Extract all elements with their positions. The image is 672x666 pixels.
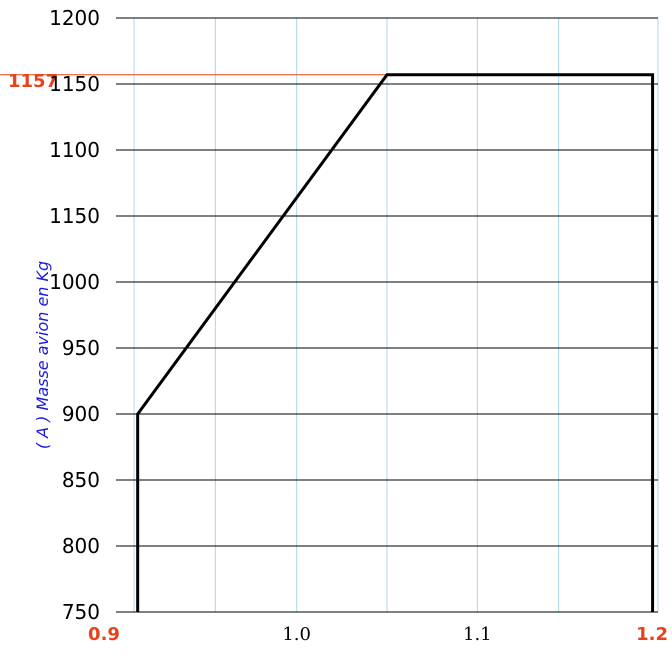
reference-line-group: 1157 — [0, 71, 387, 92]
data-series — [136, 73, 655, 613]
vertical-gridlines — [133, 18, 659, 612]
y-tick-label: 1150 — [49, 204, 100, 228]
y-axis-label: ( A ) Masse avion en Kg — [33, 261, 52, 449]
horizontal-gridlines — [116, 17, 658, 613]
series-point — [137, 413, 139, 415]
x-tick-label: 1.1 — [463, 624, 492, 645]
y-tick-label: 850 — [62, 468, 100, 492]
x-tick-label: 1.0 — [282, 624, 311, 645]
y-tick-label: 950 — [62, 336, 100, 360]
y-tick-labels: 750 800 850 900 950 1000 1150 1100 1150 1200 — [49, 6, 100, 624]
y-tick-label: 1100 — [49, 138, 100, 162]
series-point — [652, 611, 654, 613]
x-tick-label: 0.9 — [88, 624, 120, 645]
series-point — [386, 74, 388, 76]
series-point — [137, 611, 139, 613]
series-point — [652, 74, 654, 76]
y-tick-label: 1150 — [49, 72, 100, 96]
y-tick-label: 900 — [62, 402, 100, 426]
y-tick-label: 1000 — [49, 270, 100, 294]
y-tick-label: 750 — [62, 600, 100, 624]
reference-label: 1157 — [8, 71, 58, 92]
y-tick-label: 800 — [62, 534, 100, 558]
y-tick-label: 1200 — [49, 6, 100, 30]
x-tick-labels: 0.9 1.0 1.1 1.2 — [88, 624, 668, 645]
x-tick-label: 1.2 — [636, 624, 668, 645]
